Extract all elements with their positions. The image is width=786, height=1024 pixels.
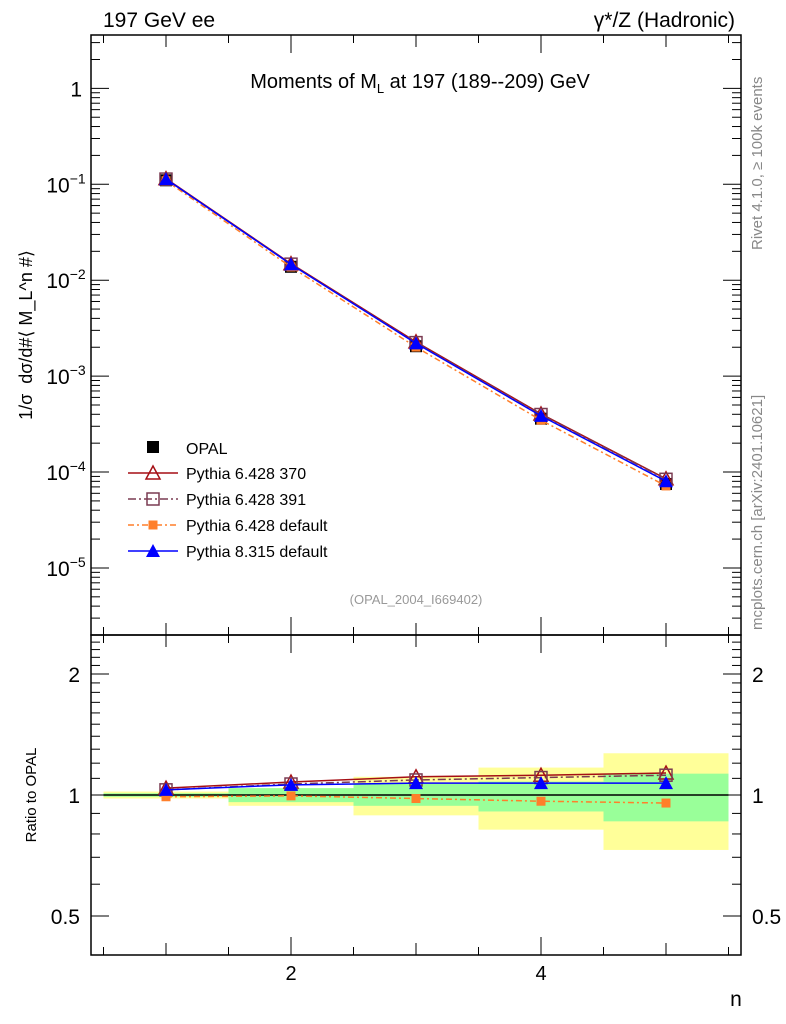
pythia-8-315-default-line [165,178,667,482]
rivet-label: Rivet 4.1.0, ≥ 100k events [749,77,766,250]
ratio-y-tick-label: 2 [68,664,80,687]
header-right: γ*/Z (Hadronic) [594,9,735,32]
pythia-6-428-370-line [165,178,667,480]
pythia-8-315-default-marker [534,776,548,790]
legend-opal-marker [147,441,159,453]
pythia-8-315-default-marker [146,544,160,557]
pythia-6-428-default-line [165,180,667,487]
pythia-6-428-default-marker [661,798,671,808]
pythia-6-428-370-marker [144,464,162,480]
pythia-6-428-391-marker [146,492,160,506]
pythia-8-315-default-marker [159,172,173,186]
pythia-6-428-default-marker [161,792,171,802]
pythia-8-315-default-marker [534,408,548,422]
x-tick-label: 2 [285,963,296,985]
ratio-y-tick-label: 0.5 [51,906,80,929]
ratio-y-label: Ratio to OPAL [23,748,40,843]
pythia-6-428-391-line [165,178,667,480]
pythia-8-315-default-marker [284,257,298,271]
y-tick-label: 10−5 [46,554,86,581]
x-tick-label: 4 [535,963,546,985]
legend-pythia-6-428-370-label: Pythia 6.428 370 [186,466,306,483]
ratio-y-tick-label: 0.5 [752,906,781,929]
pythia-8-315-default-marker [159,782,173,796]
ratio-y-tick-label: 1 [68,785,80,808]
legend-pythia-6-428-default-label: Pythia 6.428 default [186,518,328,535]
plot-title: Moments of ML at 197 (189--209) GeV [250,71,590,96]
y-tick-label: 10−3 [46,362,86,389]
pythia-8-315-default-marker [409,336,423,350]
pythia-8-315-default-marker [659,776,673,790]
y-tick-label: 10−4 [46,458,86,485]
pythia-8-315-default-marker [284,777,298,791]
pythia-8-315-default-marker [659,474,673,488]
legend-pythia-6-428-391-label: Pythia 6.428 391 [186,492,306,509]
legend-pythia-8-315-default-label: Pythia 8.315 default [186,544,328,561]
header-left: 197 GeV ee [103,9,215,32]
pythia-6-428-default-marker [286,791,296,801]
pythia-8-315-default-marker [409,776,423,790]
y-tick-label: 1 [70,78,82,101]
y-tick-label: 10−2 [46,266,86,293]
pythia-6-428-default-ratio-line [165,795,667,804]
x-axis-label: n [730,988,742,1011]
mcplots-label: mcplots.cern.ch [arXiv:2401.10621] [749,395,766,630]
ratio-y-tick-label: 1 [752,785,764,808]
pythia-6-428-default-marker [536,796,546,806]
watermark: (OPAL_2004_I669402) [350,592,483,607]
y-tick-label: 10−1 [46,170,86,197]
y-axis-label: 1/σ dσ/d#⟨ M_L^n #⟩ [16,250,37,420]
pythia-6-428-default-marker [411,794,421,804]
ratio-y-tick-label: 2 [752,664,764,687]
pythia-6-428-default-marker [148,520,158,530]
legend-opal-label: OPAL [186,441,228,458]
